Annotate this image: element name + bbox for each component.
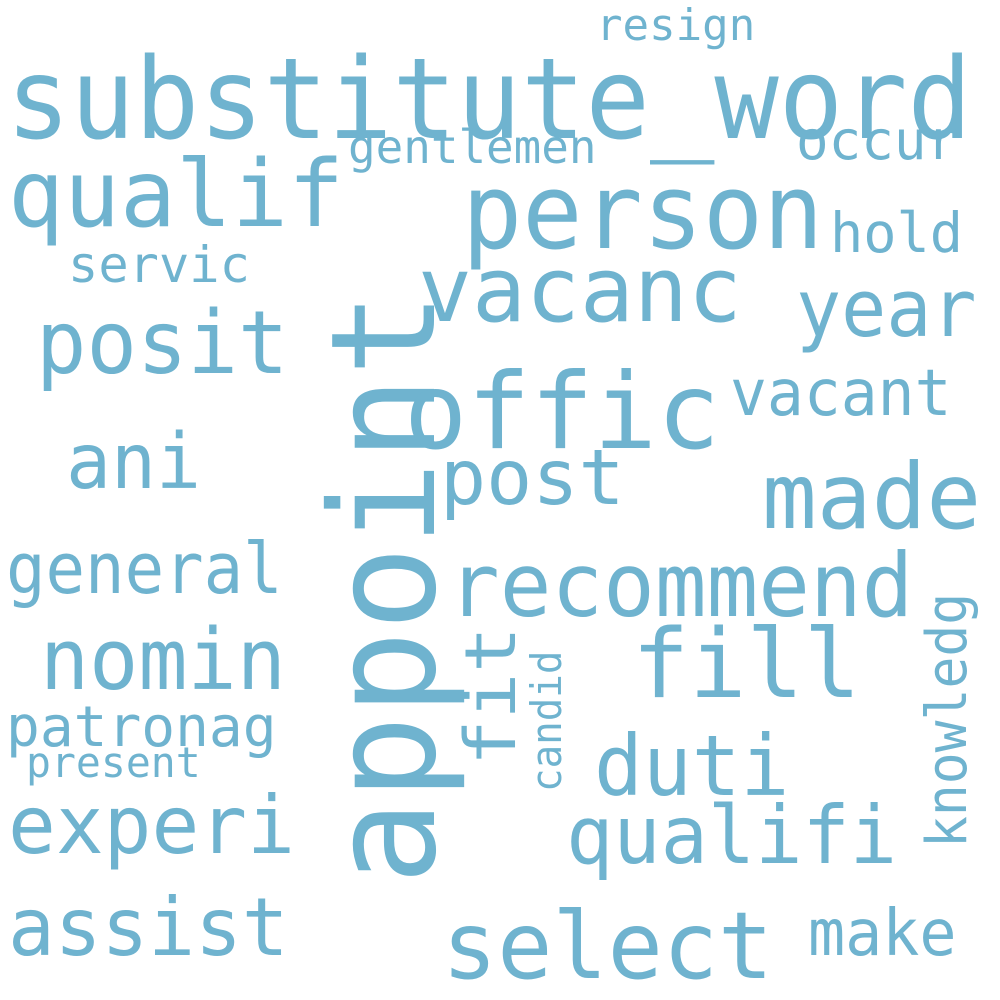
word-made: made [762,445,982,550]
word-fit: fit [450,626,532,766]
word-assist: assist [8,881,289,974]
word-occur: occur [796,109,960,172]
word-person: person [462,151,824,273]
word-offic: offic [404,351,721,473]
word-vacant: vacant [730,357,952,431]
word-year: year [796,263,977,355]
word-candid: candid [522,650,571,792]
word-posit: posit [36,292,289,394]
word-nomin: nomin [40,611,286,710]
word-qualifi: qualifi [566,789,898,882]
word-make: make [808,897,957,971]
word-present: present [26,738,201,787]
word-post: post [440,434,625,523]
word-recommend: recommend [448,534,914,637]
word-general: general [6,528,283,610]
word-servic: servic [68,236,250,294]
word-patronag: patronag [6,695,277,760]
word-experi: experi [8,779,295,872]
word-gentlemen: gentlemen [348,120,597,174]
word-fill: fill [632,610,861,720]
word-qualif: qualif [8,140,344,248]
word-duti: duti [594,717,790,815]
word-ani: ani [66,418,202,507]
word-select: select [442,892,774,1000]
word-resign: resign [596,0,756,51]
word-knowledg: knowledg [915,592,980,848]
word-vacanc: vacanc [418,238,742,343]
word-substitute-word: substitute_word [6,35,972,165]
word-hold: hold [830,201,963,265]
